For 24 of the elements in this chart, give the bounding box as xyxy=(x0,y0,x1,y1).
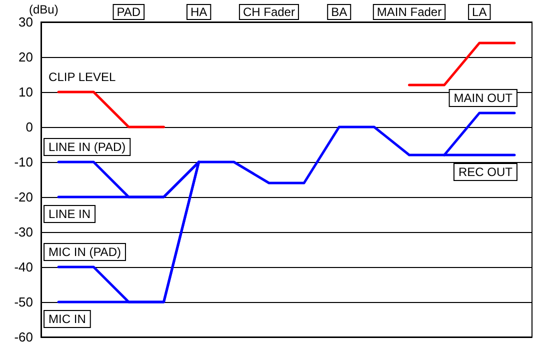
y-axis-title: (dBu) xyxy=(29,2,58,17)
y-tick-label: 10 xyxy=(18,84,33,100)
series-label: REC OUT xyxy=(458,165,514,179)
y-tick-label: 20 xyxy=(18,50,33,64)
y-tick-label: -40 xyxy=(14,260,33,274)
text: CH Fader xyxy=(242,5,295,19)
text: LA xyxy=(472,5,487,19)
text: HA xyxy=(190,5,208,19)
y-tick-label: -10 xyxy=(14,154,33,170)
y-tick-label: 0 xyxy=(26,120,33,134)
series-label: MIC IN xyxy=(48,312,86,326)
series-label: LINE IN xyxy=(48,207,91,221)
text: MAIN Fader xyxy=(376,5,442,19)
y-tick-label: -20 xyxy=(14,190,33,204)
series-label: MAIN OUT xyxy=(454,91,514,105)
text: BA xyxy=(331,5,348,19)
series-label: LINE IN (PAD) xyxy=(48,140,126,154)
series-label: CLIP LEVEL xyxy=(48,70,116,84)
y-tick-label: 30 xyxy=(18,14,33,30)
y-tick-label: -50 xyxy=(14,294,33,310)
text: PAD xyxy=(116,5,141,19)
y-tick-label: -60 xyxy=(14,330,33,344)
y-tick-label: -30 xyxy=(14,224,33,240)
series-label: MIC IN (PAD) xyxy=(48,245,121,259)
